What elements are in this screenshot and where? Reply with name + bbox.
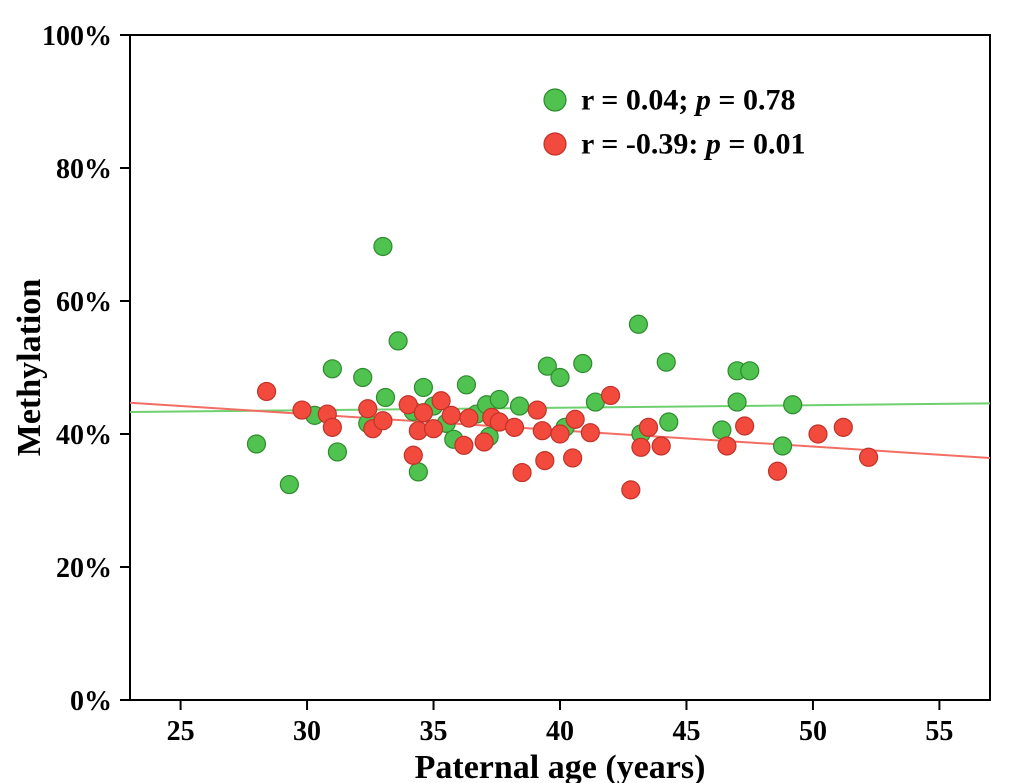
- y-tick-label: 20%: [56, 553, 112, 584]
- data-point-red: [293, 401, 311, 419]
- data-point-red: [652, 437, 670, 455]
- data-point-red: [718, 437, 736, 455]
- data-point-red: [736, 417, 754, 435]
- data-point-red: [374, 412, 392, 430]
- chart-svg: 25 30 35 40 45 50 55 0% 20% 40% 60% 80% 100% Paternal…: [0, 0, 1020, 783]
- x-tick-label: 50: [799, 716, 827, 747]
- data-point-red: [404, 446, 422, 464]
- data-point-red: [533, 422, 551, 440]
- data-point-red: [564, 449, 582, 467]
- data-point-red: [809, 425, 827, 443]
- data-point-green: [328, 443, 346, 461]
- data-point-green: [511, 397, 529, 415]
- data-point-red: [622, 481, 640, 499]
- y-tick-label: 0%: [70, 686, 112, 717]
- data-point-red: [475, 433, 493, 451]
- data-point-red: [769, 462, 787, 480]
- data-point-red: [551, 425, 569, 443]
- data-point-red: [581, 424, 599, 442]
- data-point-red: [425, 420, 443, 438]
- data-point-red: [528, 401, 546, 419]
- data-point-red: [566, 410, 584, 428]
- data-point-red: [632, 438, 650, 456]
- x-tick-label: 45: [672, 716, 700, 747]
- data-point-green: [376, 388, 394, 406]
- x-axis-label: Paternal age (years): [415, 749, 706, 783]
- x-tick-label: 40: [546, 716, 574, 747]
- data-point-red: [455, 436, 473, 454]
- data-point-green: [247, 435, 265, 453]
- data-point-green: [389, 332, 407, 350]
- data-point-green: [490, 390, 508, 408]
- data-point-green: [741, 362, 759, 380]
- y-tick-label: 40%: [56, 420, 112, 451]
- data-point-green: [629, 315, 647, 333]
- data-point-red: [258, 382, 276, 400]
- data-point-red: [860, 448, 878, 466]
- legend-label-red: r = -0.39: p = 0.01: [581, 128, 805, 161]
- data-point-green: [713, 421, 731, 439]
- data-point-red: [323, 418, 341, 436]
- data-point-red: [505, 418, 523, 436]
- y-tick-label: 80%: [56, 154, 112, 185]
- methylation-scatter-chart: 25 30 35 40 45 50 55 0% 20% 40% 60% 80% 100% Paternal…: [0, 0, 1020, 783]
- legend-marker-red: [544, 133, 566, 155]
- data-point-green: [784, 396, 802, 414]
- data-point-green: [660, 413, 678, 431]
- data-point-green: [323, 360, 341, 378]
- data-point-green: [414, 378, 432, 396]
- data-point-green: [280, 476, 298, 494]
- data-point-red: [834, 418, 852, 436]
- data-point-green: [657, 353, 675, 371]
- data-point-green: [574, 355, 592, 373]
- x-tick-label: 55: [925, 716, 953, 747]
- y-tick-label: 60%: [56, 287, 112, 318]
- legend-label-green: r = 0.04; p = 0.78: [581, 84, 795, 117]
- y-axis-label: Methylation: [11, 279, 48, 457]
- data-point-red: [442, 406, 460, 424]
- data-point-red: [513, 464, 531, 482]
- data-point-green: [374, 237, 392, 255]
- x-tick-label: 25: [167, 716, 195, 747]
- data-point-green: [354, 368, 372, 386]
- data-point-red: [359, 400, 377, 418]
- x-tick-label: 30: [293, 716, 321, 747]
- data-point-green: [457, 376, 475, 394]
- data-point-red: [602, 386, 620, 404]
- data-point-red: [536, 452, 554, 470]
- data-point-green: [728, 393, 746, 411]
- x-tick-label: 35: [420, 716, 448, 747]
- data-point-red: [460, 409, 478, 427]
- data-point-red: [414, 404, 432, 422]
- data-point-green: [551, 368, 569, 386]
- legend-marker-green: [544, 89, 566, 111]
- y-tick-label: 100%: [42, 21, 112, 52]
- data-point-red: [640, 418, 658, 436]
- data-point-green: [774, 437, 792, 455]
- data-point-green: [409, 463, 427, 481]
